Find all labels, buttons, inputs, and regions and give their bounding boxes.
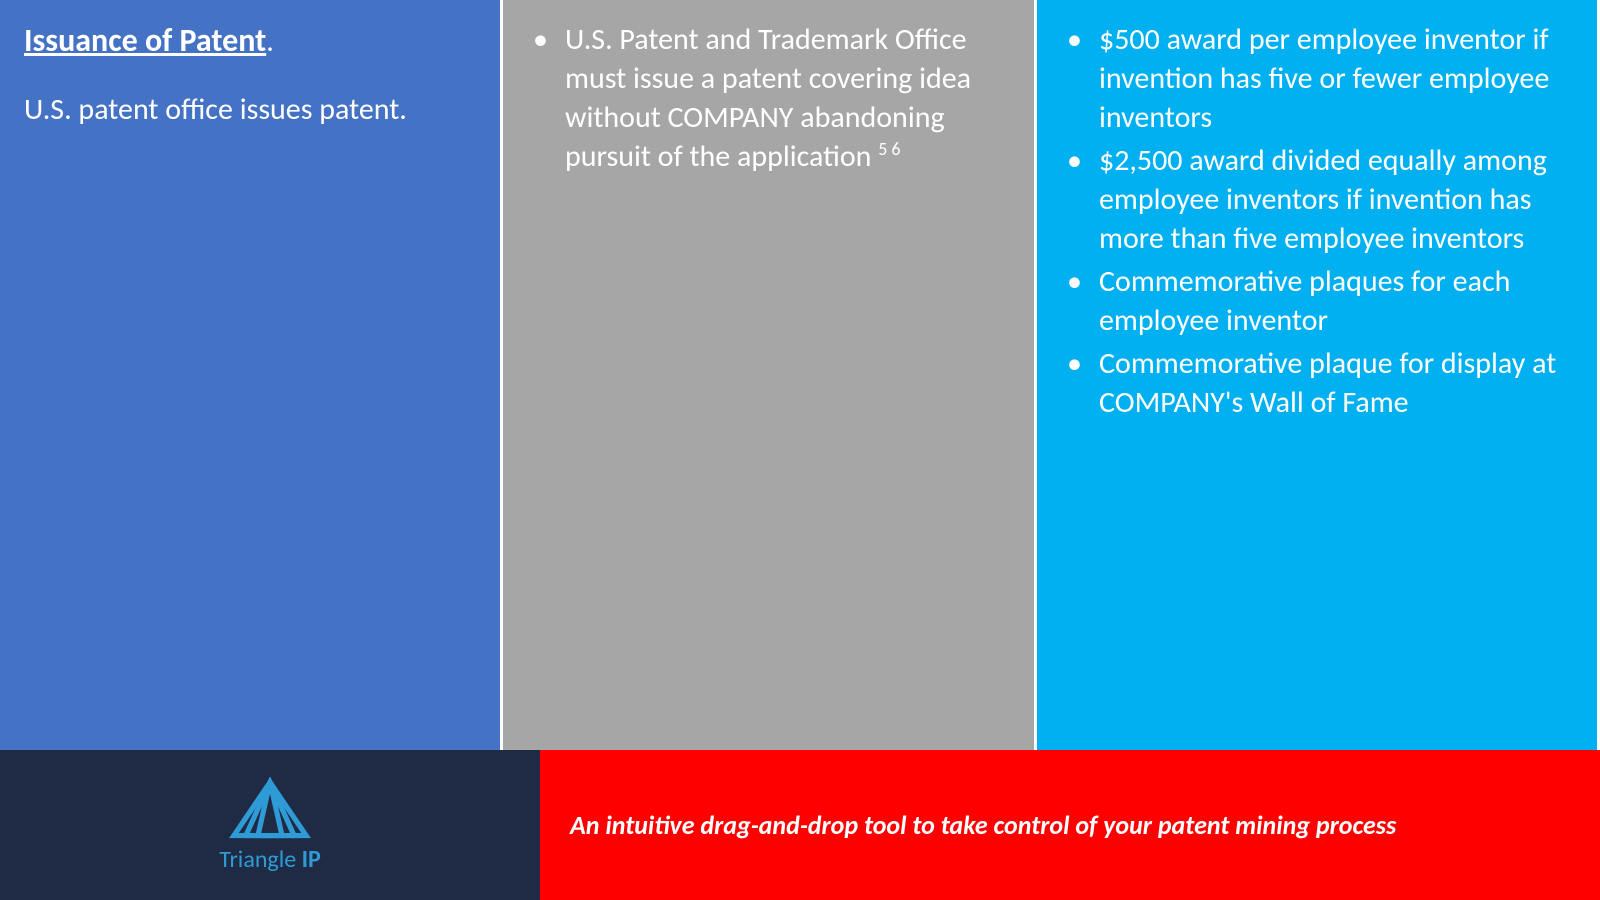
- column-awards: $500 award per employee inventor if inve…: [1037, 0, 1597, 750]
- brand-word-ip: IP: [302, 845, 321, 874]
- tagline-container: An intuitive drag-and-drop tool to take …: [540, 750, 1600, 900]
- column-title-period: .: [266, 23, 274, 60]
- column-title: Issuance of Patent: [24, 21, 266, 60]
- logo-container: Triangle IP: [0, 750, 540, 900]
- tagline-text: An intuitive drag-and-drop tool to take …: [570, 809, 1396, 841]
- footer: Triangle IP An intuitive drag-and-drop t…: [0, 750, 1600, 900]
- column-requirement: U.S. Patent and Trademark Office must is…: [503, 0, 1037, 750]
- brand-name: Triangle IP: [219, 845, 321, 874]
- bullet-superscript: 5 6: [878, 138, 900, 160]
- slide: Issuance of Patent. U.S. patent office i…: [0, 0, 1600, 900]
- bullet-text: U.S. Patent and Trademark Office must is…: [565, 21, 971, 175]
- bullet-list: U.S. Patent and Trademark Office must is…: [527, 20, 1010, 176]
- brand-word-triangle: Triangle: [219, 845, 301, 874]
- bullet-item: $500 award per employee inventor if inve…: [1061, 20, 1573, 137]
- column-title-line: Issuance of Patent.: [24, 20, 476, 62]
- bullet-item: Commemorative plaques for each employee …: [1061, 262, 1573, 340]
- column-subtitle: U.S. patent office issues patent.: [24, 90, 476, 129]
- column-issuance: Issuance of Patent. U.S. patent office i…: [0, 0, 503, 750]
- bullet-item: Commemorative plaque for display at COMP…: [1061, 344, 1573, 422]
- bullet-item: $2,500 award divided equally among emplo…: [1061, 141, 1573, 258]
- content-columns: Issuance of Patent. U.S. patent office i…: [0, 0, 1600, 750]
- triangle-logo-icon: [227, 777, 313, 839]
- bullet-list: $500 award per employee inventor if inve…: [1061, 20, 1573, 422]
- bullet-item: U.S. Patent and Trademark Office must is…: [527, 20, 1010, 176]
